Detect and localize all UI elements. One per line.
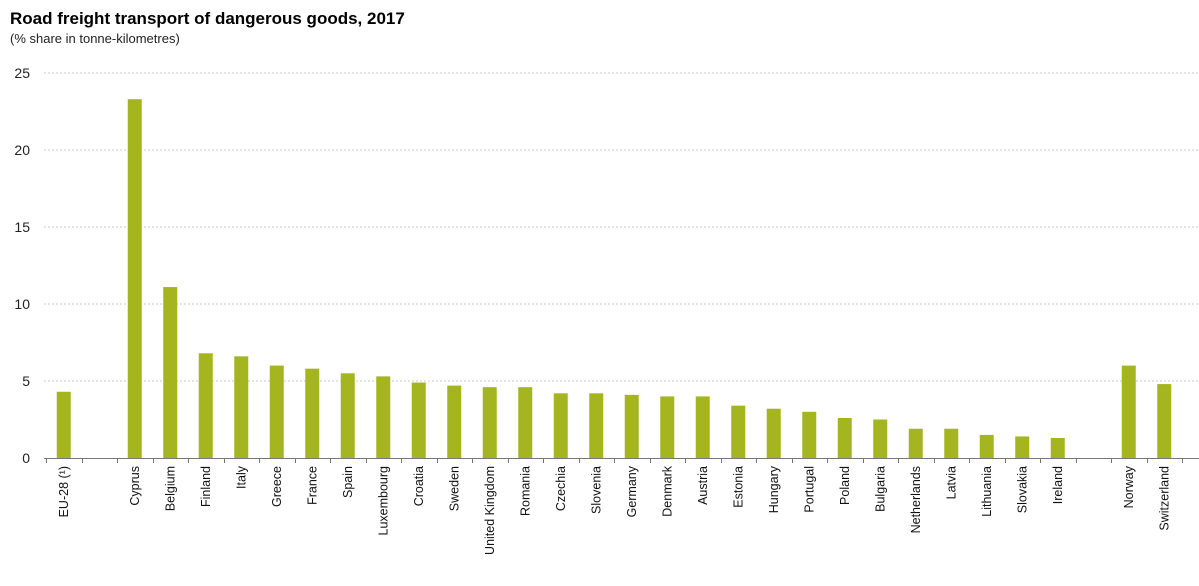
bar xyxy=(1015,436,1030,458)
x-tick-label: Finland xyxy=(199,466,213,507)
bar xyxy=(56,391,71,458)
x-tick-label: Slovakia xyxy=(1015,466,1029,513)
x-tick-label: Germany xyxy=(625,465,639,517)
x-tick-label: Romania xyxy=(518,466,532,516)
bar xyxy=(908,428,923,458)
x-tick-label: Greece xyxy=(270,466,284,507)
x-tick-label: Croatia xyxy=(412,466,426,506)
bar xyxy=(447,385,462,458)
x-tick-label: Belgium xyxy=(163,466,177,511)
x-tick-label: Czechia xyxy=(554,466,568,511)
x-tick-label: Norway xyxy=(1122,465,1136,508)
y-tick-label: 20 xyxy=(14,142,30,158)
bar xyxy=(731,405,746,458)
x-tick-label: Denmark xyxy=(660,465,674,516)
chart-title: Road freight transport of dangerous good… xyxy=(10,9,405,28)
chart-subtitle: (% share in tonne-kilometres) xyxy=(10,31,180,46)
y-tick-label: 10 xyxy=(14,296,30,312)
bar xyxy=(589,393,604,458)
y-tick-label: 5 xyxy=(22,373,30,389)
bar xyxy=(837,417,852,458)
x-tick-label: Luxembourg xyxy=(376,466,390,536)
x-tick-label: Italy xyxy=(234,465,248,489)
bar xyxy=(660,396,675,458)
bar xyxy=(1157,384,1172,458)
x-tick-label: Estonia xyxy=(731,466,745,508)
x-tick-label: France xyxy=(305,466,319,505)
x-tick-label: Latvia xyxy=(944,466,958,499)
x-tick-label: Slovenia xyxy=(589,466,603,514)
y-tick-label: 15 xyxy=(14,219,30,235)
bar xyxy=(944,428,959,458)
bar xyxy=(1050,437,1065,458)
y-tick-label: 25 xyxy=(14,65,30,81)
bar xyxy=(979,434,994,458)
bar xyxy=(624,394,639,458)
x-tick-label: Poland xyxy=(838,466,852,505)
bar xyxy=(411,382,426,458)
bar xyxy=(163,287,178,458)
bar xyxy=(376,376,391,458)
x-tick-label: Portugal xyxy=(802,466,816,513)
x-tick-label: Ireland xyxy=(1051,466,1065,504)
x-tick-label: Austria xyxy=(696,466,710,505)
x-tick-label: Lithuania xyxy=(980,466,994,517)
x-tick-label: Sweden xyxy=(447,466,461,511)
x-tick-label: Netherlands xyxy=(909,466,923,533)
bar xyxy=(1121,365,1136,458)
x-tick-label: Spain xyxy=(341,466,355,498)
bar xyxy=(198,353,213,458)
x-tick-label: United Kingdom xyxy=(483,466,497,555)
bar xyxy=(269,365,284,458)
x-tick-label: Bulgaria xyxy=(873,466,887,512)
bar xyxy=(766,408,781,458)
bar xyxy=(802,411,817,458)
bar xyxy=(873,419,888,458)
bar xyxy=(482,387,497,458)
bar xyxy=(553,393,568,458)
x-tick-label: Cyprus xyxy=(128,466,142,506)
x-tick-label: Hungary xyxy=(767,465,781,513)
y-tick-label: 0 xyxy=(22,450,30,466)
bar xyxy=(127,99,142,459)
x-tick-label: Switzerland xyxy=(1157,466,1171,531)
bar xyxy=(695,396,710,458)
bar xyxy=(518,387,533,458)
x-tick-label: EU-28 (¹) xyxy=(57,466,71,517)
bar xyxy=(305,368,320,458)
bar xyxy=(234,356,249,458)
bar xyxy=(340,373,355,458)
